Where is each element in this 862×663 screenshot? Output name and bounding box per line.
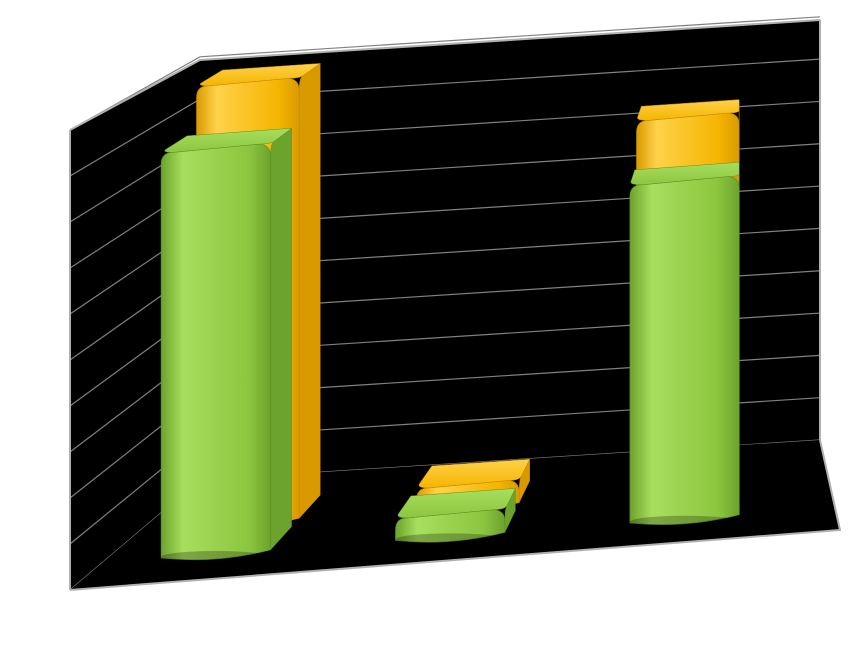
bar-chart-3d xyxy=(0,0,862,663)
bar-series-1-A xyxy=(161,128,291,563)
bar-series-1-B xyxy=(396,488,516,545)
bar-series-1-C xyxy=(630,162,739,528)
